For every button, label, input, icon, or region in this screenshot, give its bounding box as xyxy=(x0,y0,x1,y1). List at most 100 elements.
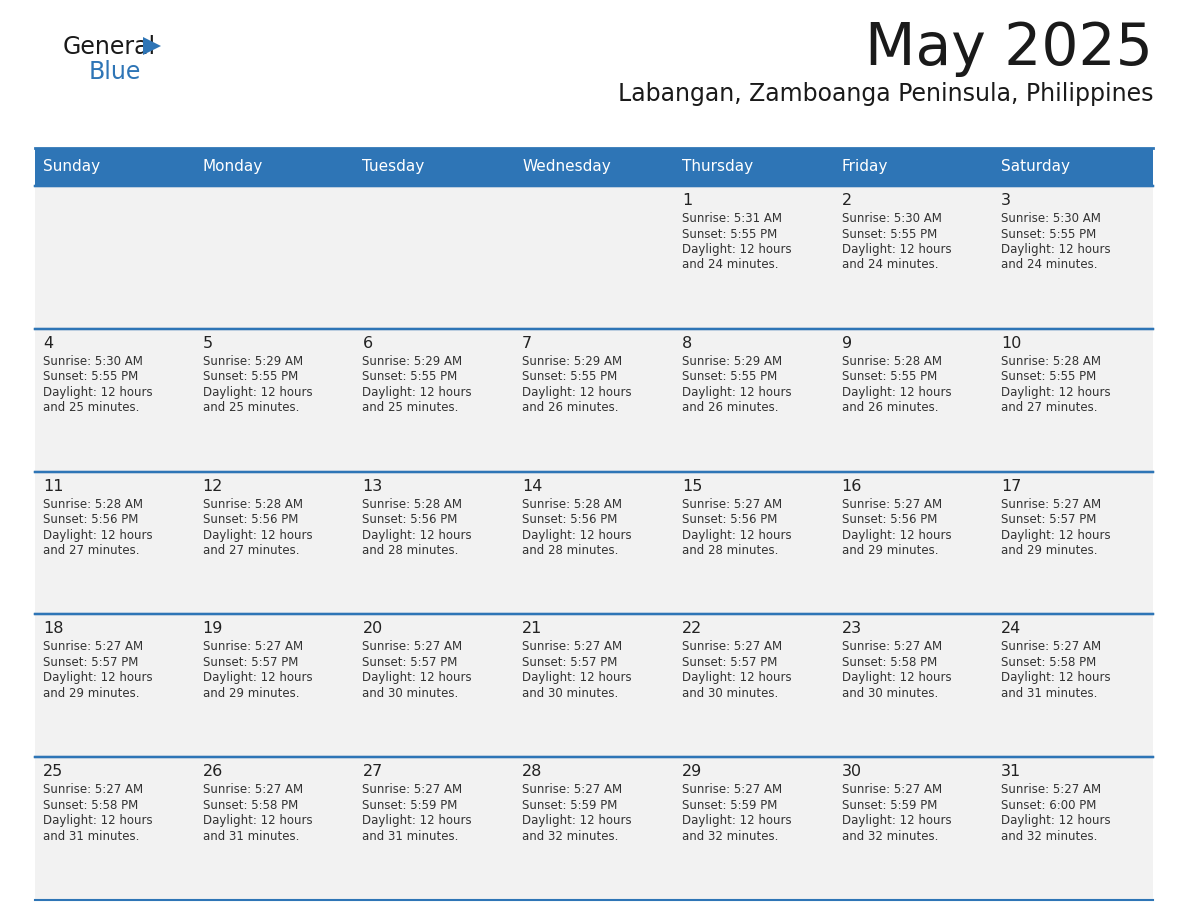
Text: Sunrise: 5:27 AM: Sunrise: 5:27 AM xyxy=(43,783,143,796)
Text: 5: 5 xyxy=(203,336,213,351)
Text: 9: 9 xyxy=(841,336,852,351)
Text: Daylight: 12 hours: Daylight: 12 hours xyxy=(682,386,791,398)
Text: and 26 minutes.: and 26 minutes. xyxy=(841,401,939,414)
Bar xyxy=(834,614,993,757)
Text: 28: 28 xyxy=(523,764,543,779)
Text: Sunrise: 5:29 AM: Sunrise: 5:29 AM xyxy=(682,354,782,368)
Text: and 27 minutes.: and 27 minutes. xyxy=(203,544,299,557)
Text: Sunset: 6:00 PM: Sunset: 6:00 PM xyxy=(1001,799,1097,812)
Text: 10: 10 xyxy=(1001,336,1022,351)
Text: Daylight: 12 hours: Daylight: 12 hours xyxy=(203,386,312,398)
Text: and 25 minutes.: and 25 minutes. xyxy=(43,401,139,414)
Text: Sunrise: 5:29 AM: Sunrise: 5:29 AM xyxy=(523,354,623,368)
Text: Sunrise: 5:27 AM: Sunrise: 5:27 AM xyxy=(682,498,782,510)
Bar xyxy=(195,186,354,329)
Bar xyxy=(993,329,1154,472)
Text: Sunrise: 5:29 AM: Sunrise: 5:29 AM xyxy=(362,354,462,368)
Text: Sunset: 5:55 PM: Sunset: 5:55 PM xyxy=(523,370,618,384)
Text: Daylight: 12 hours: Daylight: 12 hours xyxy=(1001,386,1111,398)
Text: Sunrise: 5:27 AM: Sunrise: 5:27 AM xyxy=(362,641,462,654)
Text: and 29 minutes.: and 29 minutes. xyxy=(1001,544,1098,557)
Text: Sunset: 5:55 PM: Sunset: 5:55 PM xyxy=(203,370,298,384)
Bar xyxy=(674,472,834,614)
Bar xyxy=(993,148,1154,186)
Text: Daylight: 12 hours: Daylight: 12 hours xyxy=(43,386,152,398)
Text: Sunset: 5:57 PM: Sunset: 5:57 PM xyxy=(1001,513,1097,526)
Text: Sunrise: 5:29 AM: Sunrise: 5:29 AM xyxy=(203,354,303,368)
Text: 23: 23 xyxy=(841,621,861,636)
Text: 29: 29 xyxy=(682,764,702,779)
Text: Daylight: 12 hours: Daylight: 12 hours xyxy=(841,814,952,827)
Bar xyxy=(354,472,514,614)
Bar xyxy=(514,329,674,472)
Text: 8: 8 xyxy=(682,336,693,351)
Bar xyxy=(195,148,354,186)
Text: Sunset: 5:59 PM: Sunset: 5:59 PM xyxy=(362,799,457,812)
Text: Sunset: 5:57 PM: Sunset: 5:57 PM xyxy=(523,655,618,669)
Text: and 30 minutes.: and 30 minutes. xyxy=(523,687,619,700)
Text: Daylight: 12 hours: Daylight: 12 hours xyxy=(841,671,952,685)
Bar xyxy=(514,186,674,329)
Text: Daylight: 12 hours: Daylight: 12 hours xyxy=(523,386,632,398)
Text: 18: 18 xyxy=(43,621,63,636)
Text: and 30 minutes.: and 30 minutes. xyxy=(682,687,778,700)
Text: Daylight: 12 hours: Daylight: 12 hours xyxy=(203,814,312,827)
Text: Friday: Friday xyxy=(841,160,887,174)
Text: Sunset: 5:59 PM: Sunset: 5:59 PM xyxy=(682,799,777,812)
Text: and 28 minutes.: and 28 minutes. xyxy=(362,544,459,557)
Bar xyxy=(195,329,354,472)
Text: 31: 31 xyxy=(1001,764,1022,779)
Text: Sunrise: 5:27 AM: Sunrise: 5:27 AM xyxy=(841,783,942,796)
Text: Sunset: 5:58 PM: Sunset: 5:58 PM xyxy=(203,799,298,812)
Bar xyxy=(674,329,834,472)
Text: 15: 15 xyxy=(682,478,702,494)
Text: and 24 minutes.: and 24 minutes. xyxy=(682,259,778,272)
Bar xyxy=(354,186,514,329)
Text: 11: 11 xyxy=(43,478,63,494)
Text: and 29 minutes.: and 29 minutes. xyxy=(203,687,299,700)
Text: 20: 20 xyxy=(362,621,383,636)
Bar xyxy=(674,148,834,186)
Text: 7: 7 xyxy=(523,336,532,351)
Text: Saturday: Saturday xyxy=(1001,160,1070,174)
Text: Daylight: 12 hours: Daylight: 12 hours xyxy=(523,671,632,685)
Text: Sunset: 5:56 PM: Sunset: 5:56 PM xyxy=(43,513,138,526)
Text: 27: 27 xyxy=(362,764,383,779)
Text: and 29 minutes.: and 29 minutes. xyxy=(43,687,139,700)
Text: Sunrise: 5:28 AM: Sunrise: 5:28 AM xyxy=(362,498,462,510)
Text: and 30 minutes.: and 30 minutes. xyxy=(362,687,459,700)
Bar xyxy=(834,472,993,614)
Text: Sunrise: 5:27 AM: Sunrise: 5:27 AM xyxy=(841,498,942,510)
Bar xyxy=(834,329,993,472)
Text: Sunset: 5:55 PM: Sunset: 5:55 PM xyxy=(1001,370,1097,384)
Text: 6: 6 xyxy=(362,336,373,351)
Text: Sunset: 5:56 PM: Sunset: 5:56 PM xyxy=(362,513,457,526)
Text: Sunset: 5:57 PM: Sunset: 5:57 PM xyxy=(203,655,298,669)
Text: Sunrise: 5:27 AM: Sunrise: 5:27 AM xyxy=(203,783,303,796)
Text: Blue: Blue xyxy=(89,60,141,84)
Bar xyxy=(34,614,195,757)
Text: Thursday: Thursday xyxy=(682,160,753,174)
Text: and 32 minutes.: and 32 minutes. xyxy=(841,830,939,843)
Bar xyxy=(674,614,834,757)
Bar xyxy=(514,148,674,186)
Text: Tuesday: Tuesday xyxy=(362,160,424,174)
Bar xyxy=(354,757,514,900)
Text: 25: 25 xyxy=(43,764,63,779)
Text: Daylight: 12 hours: Daylight: 12 hours xyxy=(682,814,791,827)
Bar xyxy=(34,472,195,614)
Bar xyxy=(993,757,1154,900)
Bar xyxy=(195,472,354,614)
Polygon shape xyxy=(143,37,162,55)
Text: Daylight: 12 hours: Daylight: 12 hours xyxy=(841,243,952,256)
Text: Sunrise: 5:30 AM: Sunrise: 5:30 AM xyxy=(1001,212,1101,225)
Text: Daylight: 12 hours: Daylight: 12 hours xyxy=(1001,243,1111,256)
Text: Sunset: 5:56 PM: Sunset: 5:56 PM xyxy=(841,513,937,526)
Text: and 31 minutes.: and 31 minutes. xyxy=(362,830,459,843)
Text: 3: 3 xyxy=(1001,193,1011,208)
Text: Sunset: 5:57 PM: Sunset: 5:57 PM xyxy=(362,655,457,669)
Text: and 32 minutes.: and 32 minutes. xyxy=(682,830,778,843)
Text: and 24 minutes.: and 24 minutes. xyxy=(841,259,939,272)
Bar xyxy=(834,148,993,186)
Text: 24: 24 xyxy=(1001,621,1022,636)
